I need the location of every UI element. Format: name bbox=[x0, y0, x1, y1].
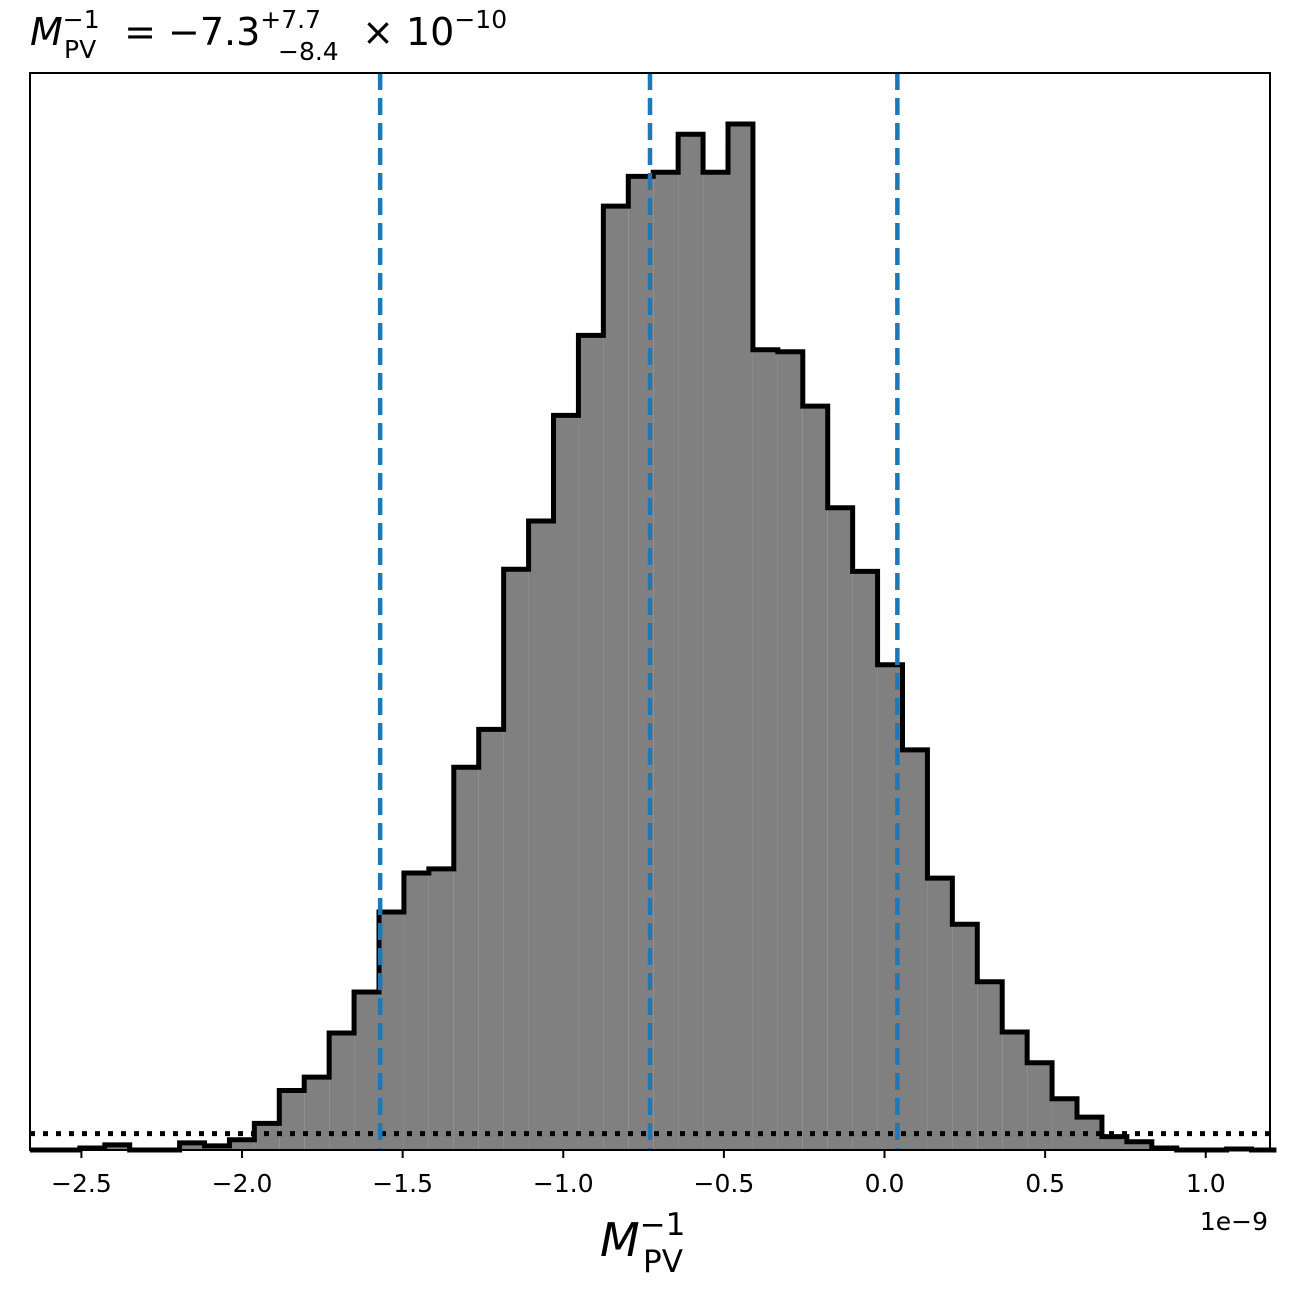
histogram-bar bbox=[1052, 1098, 1077, 1150]
histogram-bar bbox=[179, 1142, 205, 1150]
histogram-outline bbox=[30, 121, 1277, 1153]
histogram-bar bbox=[453, 767, 479, 1150]
histogram-bar bbox=[1002, 1032, 1028, 1150]
histogram-bar bbox=[229, 1139, 255, 1150]
histogram-bar bbox=[279, 1090, 305, 1150]
title-symbol: M bbox=[30, 10, 63, 54]
histogram-bar bbox=[902, 749, 928, 1150]
histogram-bar bbox=[977, 981, 1003, 1150]
title-lower-error: −8.4 bbox=[278, 37, 339, 66]
histogram-bar bbox=[852, 571, 878, 1150]
x-tick-label: 0.0 bbox=[865, 1169, 905, 1198]
histogram-bars bbox=[79, 124, 1252, 1151]
histogram-bar bbox=[354, 991, 379, 1150]
histogram-bar bbox=[478, 729, 504, 1150]
histogram-bar bbox=[678, 134, 704, 1150]
histogram-bar bbox=[703, 172, 728, 1151]
x-tick-label: −2.0 bbox=[212, 1169, 273, 1198]
histogram-bar bbox=[653, 172, 679, 1151]
histogram-bar bbox=[1126, 1141, 1152, 1150]
x-tick-label: 0.5 bbox=[1025, 1169, 1065, 1198]
histogram-bar bbox=[927, 878, 953, 1150]
histogram-bar bbox=[503, 569, 529, 1150]
histogram-bar bbox=[378, 911, 404, 1150]
histogram-bar bbox=[428, 868, 454, 1150]
plot-area bbox=[29, 72, 1277, 1153]
histogram-bar bbox=[1101, 1136, 1127, 1150]
title-upper-error: +7.7 bbox=[260, 5, 321, 34]
histogram-bar bbox=[952, 924, 978, 1150]
title-superscript: −1 bbox=[63, 5, 100, 34]
xlabel-subscript: PV bbox=[643, 1244, 683, 1280]
chart-title: M−1 PV = −7.3+7.7 −8.4 × 10−10 bbox=[30, 5, 507, 66]
histogram-bar bbox=[553, 415, 579, 1150]
histogram-bar bbox=[104, 1144, 130, 1150]
x-tick-label: −1.5 bbox=[372, 1169, 433, 1198]
axes-frame bbox=[29, 72, 1271, 1151]
x-tick-label: −2.5 bbox=[51, 1169, 112, 1198]
histogram-bar bbox=[329, 1033, 355, 1150]
histogram-bar bbox=[403, 872, 429, 1150]
histogram-bar bbox=[528, 521, 554, 1150]
histogram-bar bbox=[802, 406, 828, 1150]
title-subscript: PV bbox=[64, 35, 96, 64]
title-power-exponent: −10 bbox=[454, 5, 507, 34]
histogram-bar bbox=[578, 335, 604, 1151]
title-value: −7.3 bbox=[168, 10, 260, 54]
histogram-bar bbox=[727, 124, 753, 1150]
title-times: × bbox=[350, 10, 406, 54]
histogram-bar bbox=[603, 206, 629, 1150]
x-tick-label: −1.0 bbox=[533, 1169, 594, 1198]
histogram-bar bbox=[752, 349, 778, 1151]
histogram-bar bbox=[777, 351, 803, 1151]
x-axis: −2.5 −2.0 −1.5 −1.0 −0.5 0.0 0.5 1.0 bbox=[51, 1150, 1226, 1198]
title-power-base: 10 bbox=[406, 10, 454, 54]
x-tick-label: 1.0 bbox=[1186, 1169, 1226, 1198]
x-tick-label: −0.5 bbox=[694, 1169, 755, 1198]
x-axis-label: M−1 PV bbox=[600, 1207, 685, 1280]
title-equals: = bbox=[112, 10, 168, 54]
xlabel-superscript: −1 bbox=[640, 1207, 686, 1243]
histogram-bar bbox=[827, 507, 853, 1150]
histogram-bar bbox=[254, 1123, 280, 1150]
xlabel-symbol: M bbox=[600, 1213, 640, 1267]
histogram-bar bbox=[1027, 1062, 1053, 1150]
x-axis-offset-text: 1e−9 bbox=[1200, 1207, 1268, 1236]
histogram-bar bbox=[304, 1077, 330, 1150]
